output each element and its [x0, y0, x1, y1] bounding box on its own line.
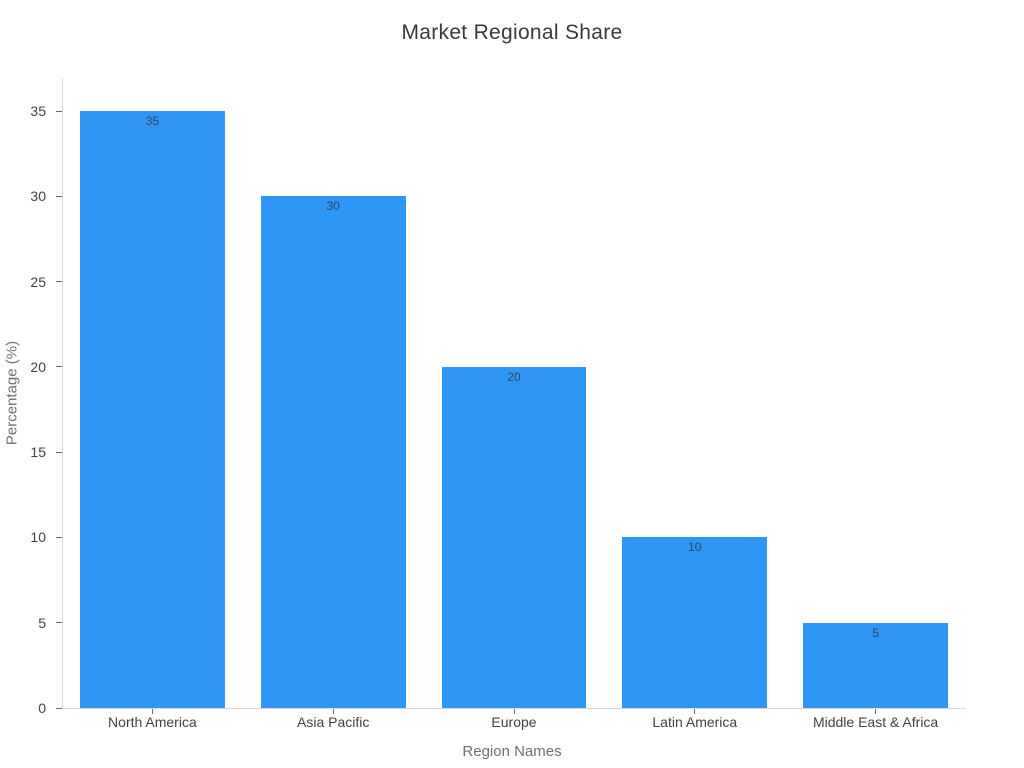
bar-asia-pacific: 30: [260, 196, 406, 708]
y-tick-mark-35: [56, 110, 62, 112]
y-tick-mark-15: [56, 451, 62, 453]
bar-north-america: 35: [80, 111, 225, 708]
y-tick-mark-0: [56, 707, 62, 709]
x-tick-label-north-america: North America: [108, 714, 197, 730]
bar-value-label-latin-america: 10: [688, 540, 702, 555]
x-tick-label-latin-america: Latin America: [652, 714, 738, 730]
bar-middle-east-africa: 5: [803, 622, 948, 708]
x-axis-title: Region Names: [462, 743, 562, 760]
y-tick-label-35: 35: [30, 103, 46, 119]
bar-europe: 20: [441, 366, 587, 708]
bar-latin-america: 10: [622, 537, 768, 708]
x-tick-mark-asia-pacific: [332, 709, 334, 714]
y-tick-mark-25: [56, 281, 62, 283]
x-tick-mark-north-america: [151, 709, 153, 714]
x-axis-line: [62, 708, 966, 709]
y-tick-mark-20: [56, 366, 62, 368]
bar-value-label-europe: 20: [507, 369, 521, 384]
x-tick-mark-latin-america: [694, 709, 696, 714]
y-tick-mark-30: [56, 195, 62, 197]
chart-title: Market Regional Share: [401, 21, 623, 44]
y-tick-label-30: 30: [30, 188, 46, 205]
x-tick-mark-middle-east-africa: [875, 709, 877, 714]
y-tick-label-0: 0: [38, 700, 46, 716]
bar-value-label-north-america: 35: [145, 114, 160, 128]
x-tick-label-asia-pacific: Asia Pacific: [297, 714, 370, 730]
y-tick-label-5: 5: [38, 614, 46, 631]
y-tick-label-10: 10: [30, 529, 46, 546]
y-axis-title: Percentage (%): [3, 340, 21, 446]
x-tick-label-middle-east-africa: Middle East & Africa: [812, 714, 939, 730]
bar-value-label-asia-pacific: 30: [326, 199, 340, 214]
y-tick-mark-10: [56, 536, 62, 538]
y-tick-label-15: 15: [30, 444, 46, 461]
y-tick-label-25: 25: [30, 273, 46, 290]
x-tick-label-europe: Europe: [491, 714, 537, 730]
x-tick-mark-europe: [513, 709, 515, 714]
y-axis-line: [62, 78, 63, 708]
y-tick-label-20: 20: [30, 358, 46, 375]
bar-value-label-middle-east-africa: 5: [872, 625, 879, 640]
y-tick-mark-5: [56, 622, 62, 624]
